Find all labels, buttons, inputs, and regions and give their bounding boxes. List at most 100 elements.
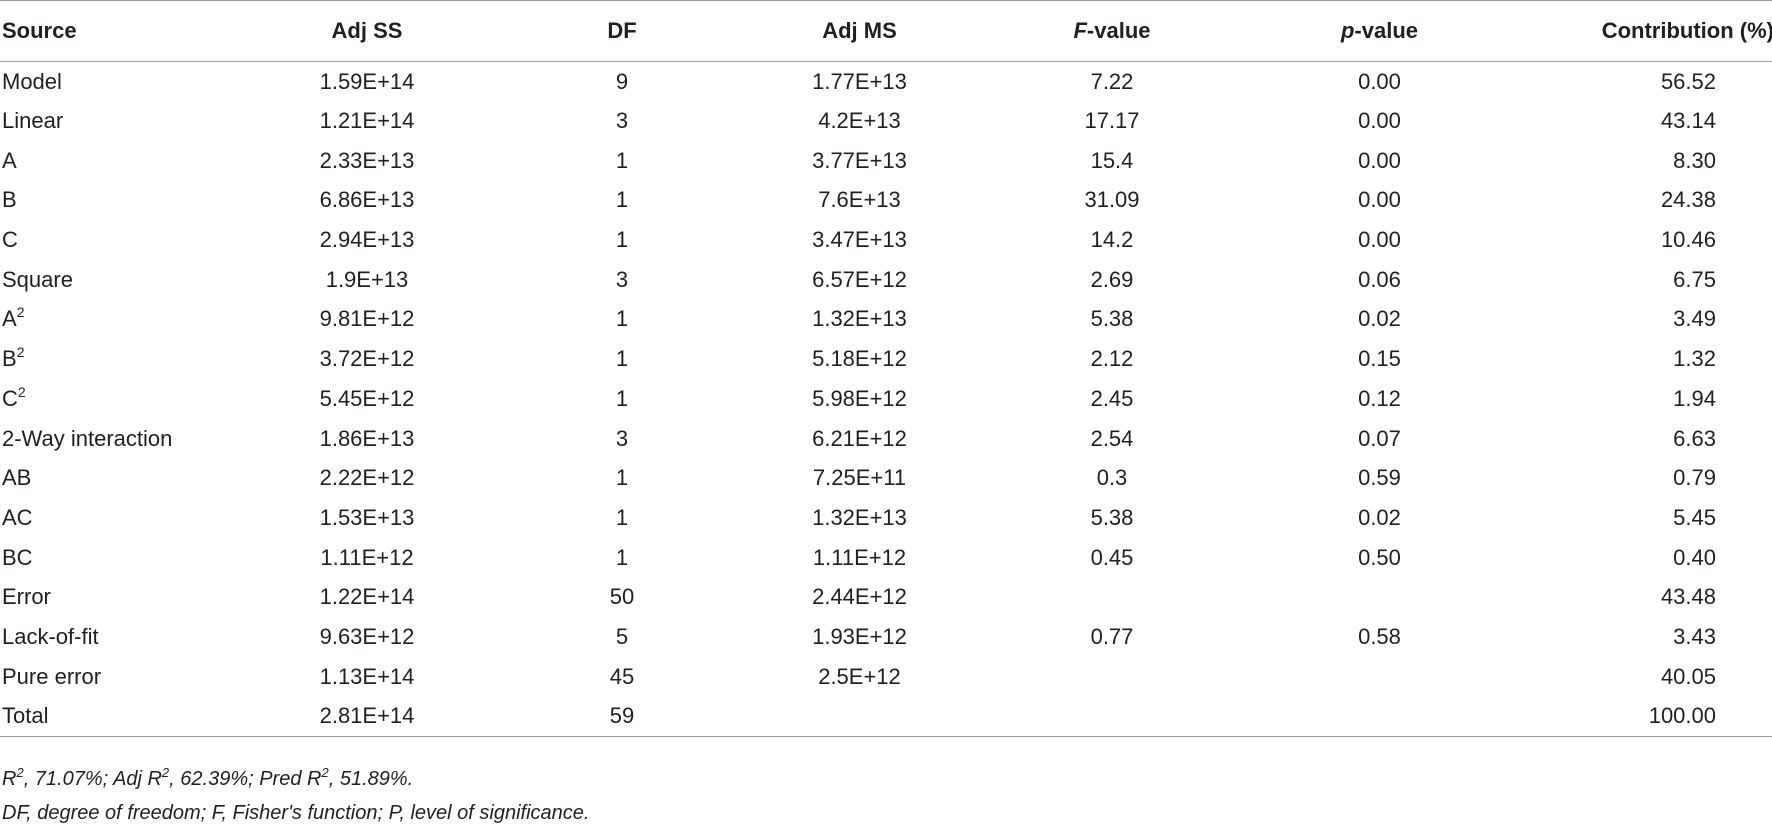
cell-source: AC (2, 504, 33, 530)
cell-adj-ms: 1.32E+13 (812, 306, 907, 332)
cell-adj-ss: 2.33E+13 (319, 147, 415, 173)
cell-df: 1 (615, 544, 629, 570)
cell-f-value: 31.09 (1084, 187, 1140, 213)
cell-adj-ss: 1.86E+13 (319, 425, 415, 451)
cell-adj-ms: 1.32E+13 (812, 504, 907, 530)
cell-adj-ms: 7.6E+13 (818, 187, 901, 213)
table-header: Source Adj SS DF Adj MS F-value p-value … (0, 0, 1772, 62)
cell-adj-ms: 4.2E+13 (818, 108, 901, 134)
table-row: A 2.33E+13 1 3.77E+13 15.4 0.00 8.30 (0, 141, 1772, 181)
cell-df: 45 (609, 663, 635, 689)
cell-df: 50 (609, 584, 635, 610)
cell-adj-ms: 2.44E+12 (812, 584, 907, 610)
cell-source: B2 (2, 344, 25, 372)
cell-source: Total (0, 696, 227, 737)
cell-contribution: 0.40 (1673, 544, 1716, 570)
cell-contribution: 40.05 (1660, 663, 1716, 689)
table-row: A2 9.81E+12 1 1.32E+13 5.38 0.02 3.49 (0, 300, 1772, 340)
header-p-value: p-value (1242, 0, 1517, 62)
cell-contribution: 43.14 (1660, 108, 1716, 134)
table-footnotes: R2, 71.07%; Adj R2, 62.39%; Pred R2, 51.… (2, 762, 589, 830)
cell-df: 9 (615, 68, 629, 94)
header-adj-ss: Adj SS (227, 0, 507, 62)
cell-adj-ms: 3.47E+13 (812, 227, 907, 253)
cell-df: 1 (615, 187, 629, 213)
cell-df: 1 (615, 346, 629, 372)
cell-p-value (1242, 577, 1517, 617)
cell-p-value: 0.00 (1358, 68, 1401, 94)
table-body: Model 1.59E+14 9 1.77E+13 7.22 0.00 56.5… (0, 62, 1772, 737)
cell-adj-ss: 2.22E+12 (319, 465, 415, 491)
cell-f-value (982, 657, 1242, 697)
cell-f-value: 2.54 (1090, 425, 1134, 451)
table-row: Pure error 1.13E+14 45 2.5E+12 40.05 (0, 657, 1772, 697)
cell-source: Square (2, 266, 73, 292)
cell-source: Error (2, 584, 51, 610)
footnote-r-squared: R2, 71.07%; Adj R2, 62.39%; Pred R2, 51.… (2, 765, 414, 790)
cell-df: 1 (615, 306, 629, 332)
cell-adj-ss: 9.63E+12 (319, 623, 415, 649)
cell-p-value (1242, 696, 1517, 737)
cell-adj-ss: 1.53E+13 (319, 504, 415, 530)
footnote-abbreviations: DF, degree of freedom; F, Fisher's funct… (2, 802, 590, 824)
cell-contribution: 56.52 (1660, 68, 1716, 94)
header-contribution: Contribution (%) (1517, 0, 1772, 62)
table-row: B 6.86E+13 1 7.6E+13 31.09 0.00 24.38 (0, 181, 1772, 221)
cell-adj-ss: 2.94E+13 (319, 227, 415, 253)
cell-f-value: 5.38 (1090, 306, 1134, 332)
cell-contribution: 3.43 (1673, 623, 1716, 649)
header-p-italic: p (1340, 18, 1355, 43)
cell-f-value: 17.17 (1084, 108, 1140, 134)
cell-source: AB (2, 465, 32, 491)
cell-adj-ss: 3.72E+12 (319, 346, 415, 372)
cell-f-value: 15.4 (1090, 147, 1134, 173)
cell-f-value (982, 696, 1242, 737)
cell-df: 5 (615, 623, 629, 649)
cell-adj-ms: 7.25E+11 (812, 465, 907, 491)
cell-contribution: 3.49 (1673, 306, 1716, 332)
cell-source: 2-Way interaction (2, 425, 173, 451)
table-row: Square 1.9E+13 3 6.57E+12 2.69 0.06 6.75 (0, 260, 1772, 300)
table-row: Model 1.59E+14 9 1.77E+13 7.22 0.00 56.5… (0, 62, 1772, 102)
cell-p-value: 0.58 (1358, 623, 1401, 649)
cell-adj-ms: 6.57E+12 (812, 266, 907, 292)
cell-contribution: 8.30 (1673, 147, 1716, 173)
cell-f-value: 2.12 (1090, 346, 1134, 372)
table-row: AC 1.53E+13 1 1.32E+13 5.38 0.02 5.45 (0, 498, 1772, 538)
cell-adj-ms: 5.18E+12 (812, 346, 907, 372)
cell-f-value: 0.45 (1090, 544, 1134, 570)
cell-contribution: 6.75 (1673, 266, 1716, 292)
cell-p-value: 0.06 (1358, 266, 1401, 292)
header-f-italic: F (1073, 18, 1087, 43)
table-row: BC 1.11E+12 1 1.11E+12 0.45 0.50 0.40 (0, 538, 1772, 578)
cell-contribution: 5.45 (1673, 504, 1716, 530)
cell-contribution: 1.32 (1673, 346, 1716, 372)
cell-f-value (982, 577, 1242, 617)
cell-p-value: 0.15 (1358, 346, 1401, 372)
cell-contribution: 43.48 (1660, 584, 1716, 610)
cell-df: 1 (615, 147, 629, 173)
cell-adj-ms: 1.77E+13 (812, 68, 907, 94)
header-f-rest: -value (1086, 18, 1151, 43)
cell-f-value: 14.2 (1090, 227, 1134, 253)
cell-p-value: 0.07 (1358, 425, 1401, 451)
table-row: 2-Way interaction 1.86E+13 3 6.21E+12 2.… (0, 419, 1772, 459)
cell-source: Pure error (2, 663, 102, 689)
cell-p-value: 0.00 (1358, 147, 1401, 173)
header-df: DF (507, 0, 737, 62)
cell-adj-ms: 1.93E+12 (812, 623, 907, 649)
cell-p-value: 0.12 (1358, 385, 1401, 411)
cell-source: BC (2, 544, 33, 570)
cell-p-value: 0.50 (1358, 544, 1401, 570)
cell-f-value: 5.38 (1090, 504, 1134, 530)
cell-df: 1 (615, 504, 629, 530)
cell-adj-ms: 3.77E+13 (812, 147, 907, 173)
cell-adj-ms: 1.11E+12 (812, 544, 907, 570)
header-source: Source (0, 0, 227, 62)
header-f-value: F-value (982, 0, 1242, 62)
cell-adj-ss: 1.9E+13 (325, 266, 409, 292)
anova-table: Source Adj SS DF Adj MS F-value p-value … (0, 0, 1772, 737)
cell-df: 1 (615, 385, 629, 411)
cell-contribution: 24.38 (1660, 187, 1716, 213)
